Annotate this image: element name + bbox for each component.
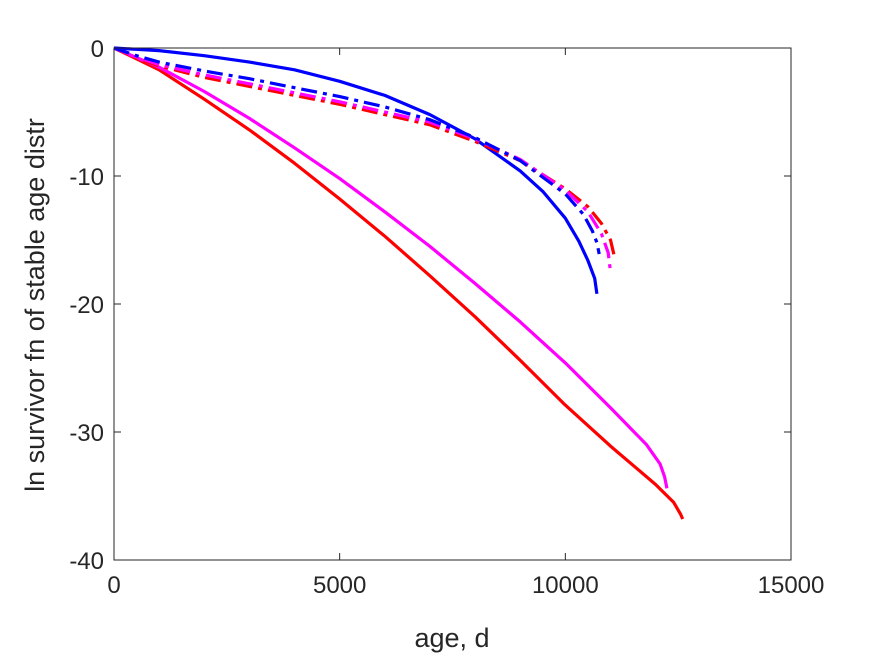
series-line-3	[113, 46, 599, 295]
series-layer	[113, 46, 685, 520]
y-tick-label-5: -40	[69, 548, 104, 575]
y-axis-label: ln survivor fn of stable age distr	[20, 118, 50, 492]
axes-layer: 0 5000 10000 15000 0 -10 -20 -30 -40	[69, 36, 824, 599]
x-tick-label-4: 15000	[758, 572, 825, 599]
plot-area	[114, 48, 791, 560]
series-line-1	[113, 46, 685, 520]
plot-background	[114, 48, 791, 560]
series-line-6	[113, 46, 601, 255]
y-tick-label-2: -10	[69, 164, 104, 191]
series-line-2	[113, 46, 669, 489]
x-tick-label-3: 10000	[532, 572, 599, 599]
y-tick-label-3: -20	[69, 292, 104, 319]
series-line-4	[113, 46, 617, 260]
x-axis-label: age, d	[414, 623, 489, 653]
x-tick-label-1: 0	[107, 572, 120, 599]
y-tick-label-1: 0	[91, 36, 104, 63]
y-tick-label-4: -30	[69, 420, 104, 447]
series-line-5	[113, 46, 613, 273]
x-tick-label-2: 5000	[313, 572, 366, 599]
